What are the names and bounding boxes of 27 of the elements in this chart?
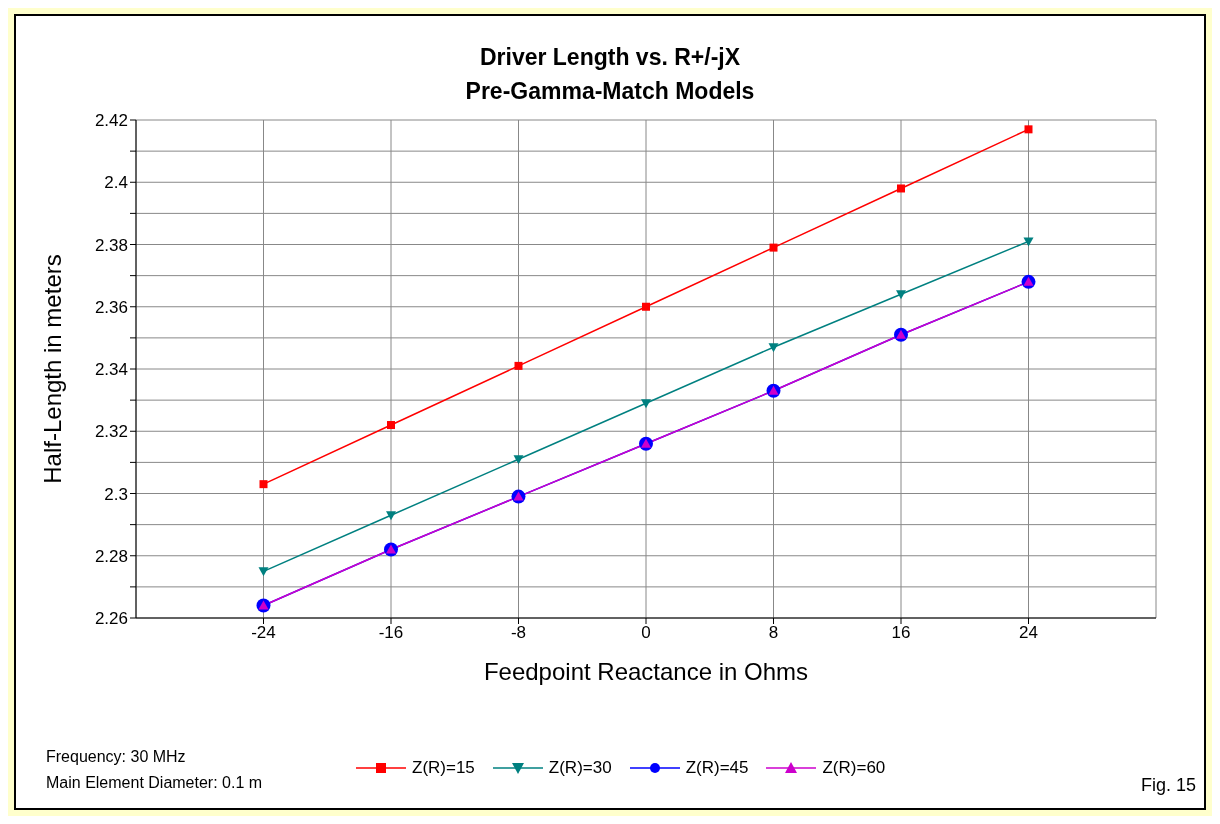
legend-label: Z(R)=30	[548, 758, 612, 778]
x-tick-label: 16	[891, 623, 911, 643]
x-tick-label: -16	[378, 623, 404, 643]
legend-label: Z(R)=15	[412, 758, 475, 778]
y-tick-label: 2.38	[94, 235, 128, 255]
y-tick-label: 2.32	[94, 422, 128, 442]
legend-label: Z(R)=60	[822, 758, 886, 778]
y-tick-label: 2.42	[94, 111, 128, 131]
caption: Fig. 15	[1140, 775, 1196, 796]
text: Frequency: 30 MHz	[46, 747, 187, 767]
x-tick-label: -24	[251, 623, 276, 643]
chart-subtitle: Pre-Gamma-Match Models	[464, 77, 756, 106]
text: Main Element Diameter: 0.1 m	[46, 773, 263, 793]
x-axis-title: Feedpoint Reactance in Ohms	[483, 658, 809, 685]
y-tick-label: 2.28	[94, 546, 128, 566]
x-tick-label: 8	[768, 623, 779, 643]
y-tick-label: 2.36	[94, 297, 128, 317]
y-tick-label: 2.4	[104, 173, 128, 193]
x-tick-label: 24	[1019, 623, 1038, 643]
x-tick-label: 0	[641, 623, 651, 643]
y-tick-label: 2.3	[104, 484, 128, 504]
chart-title: Driver Length vs. R+/-jX	[478, 43, 742, 72]
y-tick-label: 2.34	[94, 360, 128, 380]
legend-label: Z(R)=45	[685, 758, 749, 778]
y-tick-label: 2.26	[94, 609, 128, 629]
x-tick-label: -8	[510, 623, 527, 643]
y-axis-title: Half-Length in meters	[38, 254, 66, 484]
